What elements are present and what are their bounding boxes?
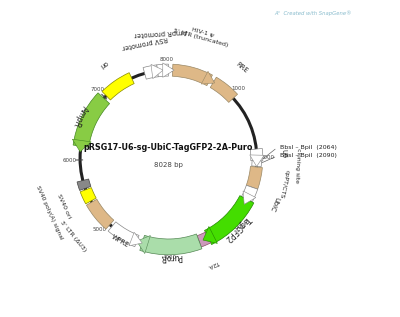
- Wedge shape: [172, 64, 212, 86]
- Text: BbsI – BpiI  (2090): BbsI – BpiI (2090): [280, 153, 337, 158]
- Wedge shape: [157, 64, 168, 77]
- Text: SV40 ori: SV40 ori: [56, 194, 72, 219]
- Wedge shape: [80, 188, 96, 204]
- Text: WPRE: WPRE: [110, 234, 130, 249]
- Wedge shape: [250, 148, 263, 161]
- Text: A°  Created with SnapGene®: A° Created with SnapGene®: [274, 10, 352, 16]
- Text: RRE: RRE: [234, 61, 248, 74]
- Text: 3’ LTR (ΔU3): 3’ LTR (ΔU3): [59, 219, 87, 252]
- Polygon shape: [129, 232, 142, 246]
- Polygon shape: [250, 155, 264, 166]
- Text: 8000: 8000: [159, 57, 173, 62]
- Polygon shape: [151, 64, 163, 79]
- Text: 5000: 5000: [92, 227, 106, 232]
- Polygon shape: [201, 71, 215, 84]
- Wedge shape: [86, 199, 114, 229]
- Text: UbiC: UbiC: [268, 196, 280, 212]
- Wedge shape: [210, 77, 238, 102]
- Text: 8028 bp: 8028 bp: [154, 162, 183, 168]
- Text: T2A: T2A: [208, 259, 220, 268]
- Text: 3000: 3000: [232, 225, 246, 230]
- Text: 6000: 6000: [63, 158, 77, 163]
- Text: 4000: 4000: [162, 255, 176, 260]
- Text: 7000: 7000: [90, 87, 104, 93]
- Text: 2000: 2000: [260, 155, 274, 160]
- Wedge shape: [108, 222, 139, 247]
- Polygon shape: [203, 226, 217, 243]
- Text: cpPT/CTS: cpPT/CTS: [278, 169, 289, 198]
- Wedge shape: [197, 232, 211, 247]
- Text: BbsI – BpiI  (2064): BbsI – BpiI (2064): [280, 145, 337, 150]
- Text: ori: ori: [98, 59, 108, 69]
- Text: U6: U6: [280, 149, 286, 158]
- Polygon shape: [163, 63, 174, 77]
- Polygon shape: [72, 139, 91, 152]
- Text: AmpR promoter: AmpR promoter: [134, 28, 187, 37]
- Text: cloning site: cloning site: [294, 148, 301, 184]
- Text: PuroR: PuroR: [160, 251, 182, 261]
- Wedge shape: [246, 166, 262, 189]
- Polygon shape: [243, 191, 256, 204]
- Wedge shape: [140, 234, 202, 255]
- Text: HIV-1 ψ
5’ LTR (truncated): HIV-1 ψ 5’ LTR (truncated): [174, 23, 230, 48]
- Wedge shape: [77, 179, 91, 191]
- Text: AmpR: AmpR: [71, 104, 89, 129]
- Text: SV40 poly(A) signal: SV40 poly(A) signal: [35, 184, 63, 240]
- Text: RSV promoter: RSV promoter: [122, 35, 169, 50]
- Text: pRSG17-U6-sg-UbiC-TagGFP2-2A-Puro: pRSG17-U6-sg-UbiC-TagGFP2-2A-Puro: [84, 143, 253, 152]
- Text: TagGFP2: TagGFP2: [222, 214, 252, 243]
- Wedge shape: [204, 196, 254, 244]
- Wedge shape: [242, 185, 258, 202]
- Wedge shape: [143, 65, 158, 79]
- Text: 1000: 1000: [231, 86, 245, 91]
- Polygon shape: [137, 236, 150, 254]
- Wedge shape: [102, 73, 134, 100]
- Wedge shape: [252, 161, 262, 167]
- Wedge shape: [73, 93, 110, 147]
